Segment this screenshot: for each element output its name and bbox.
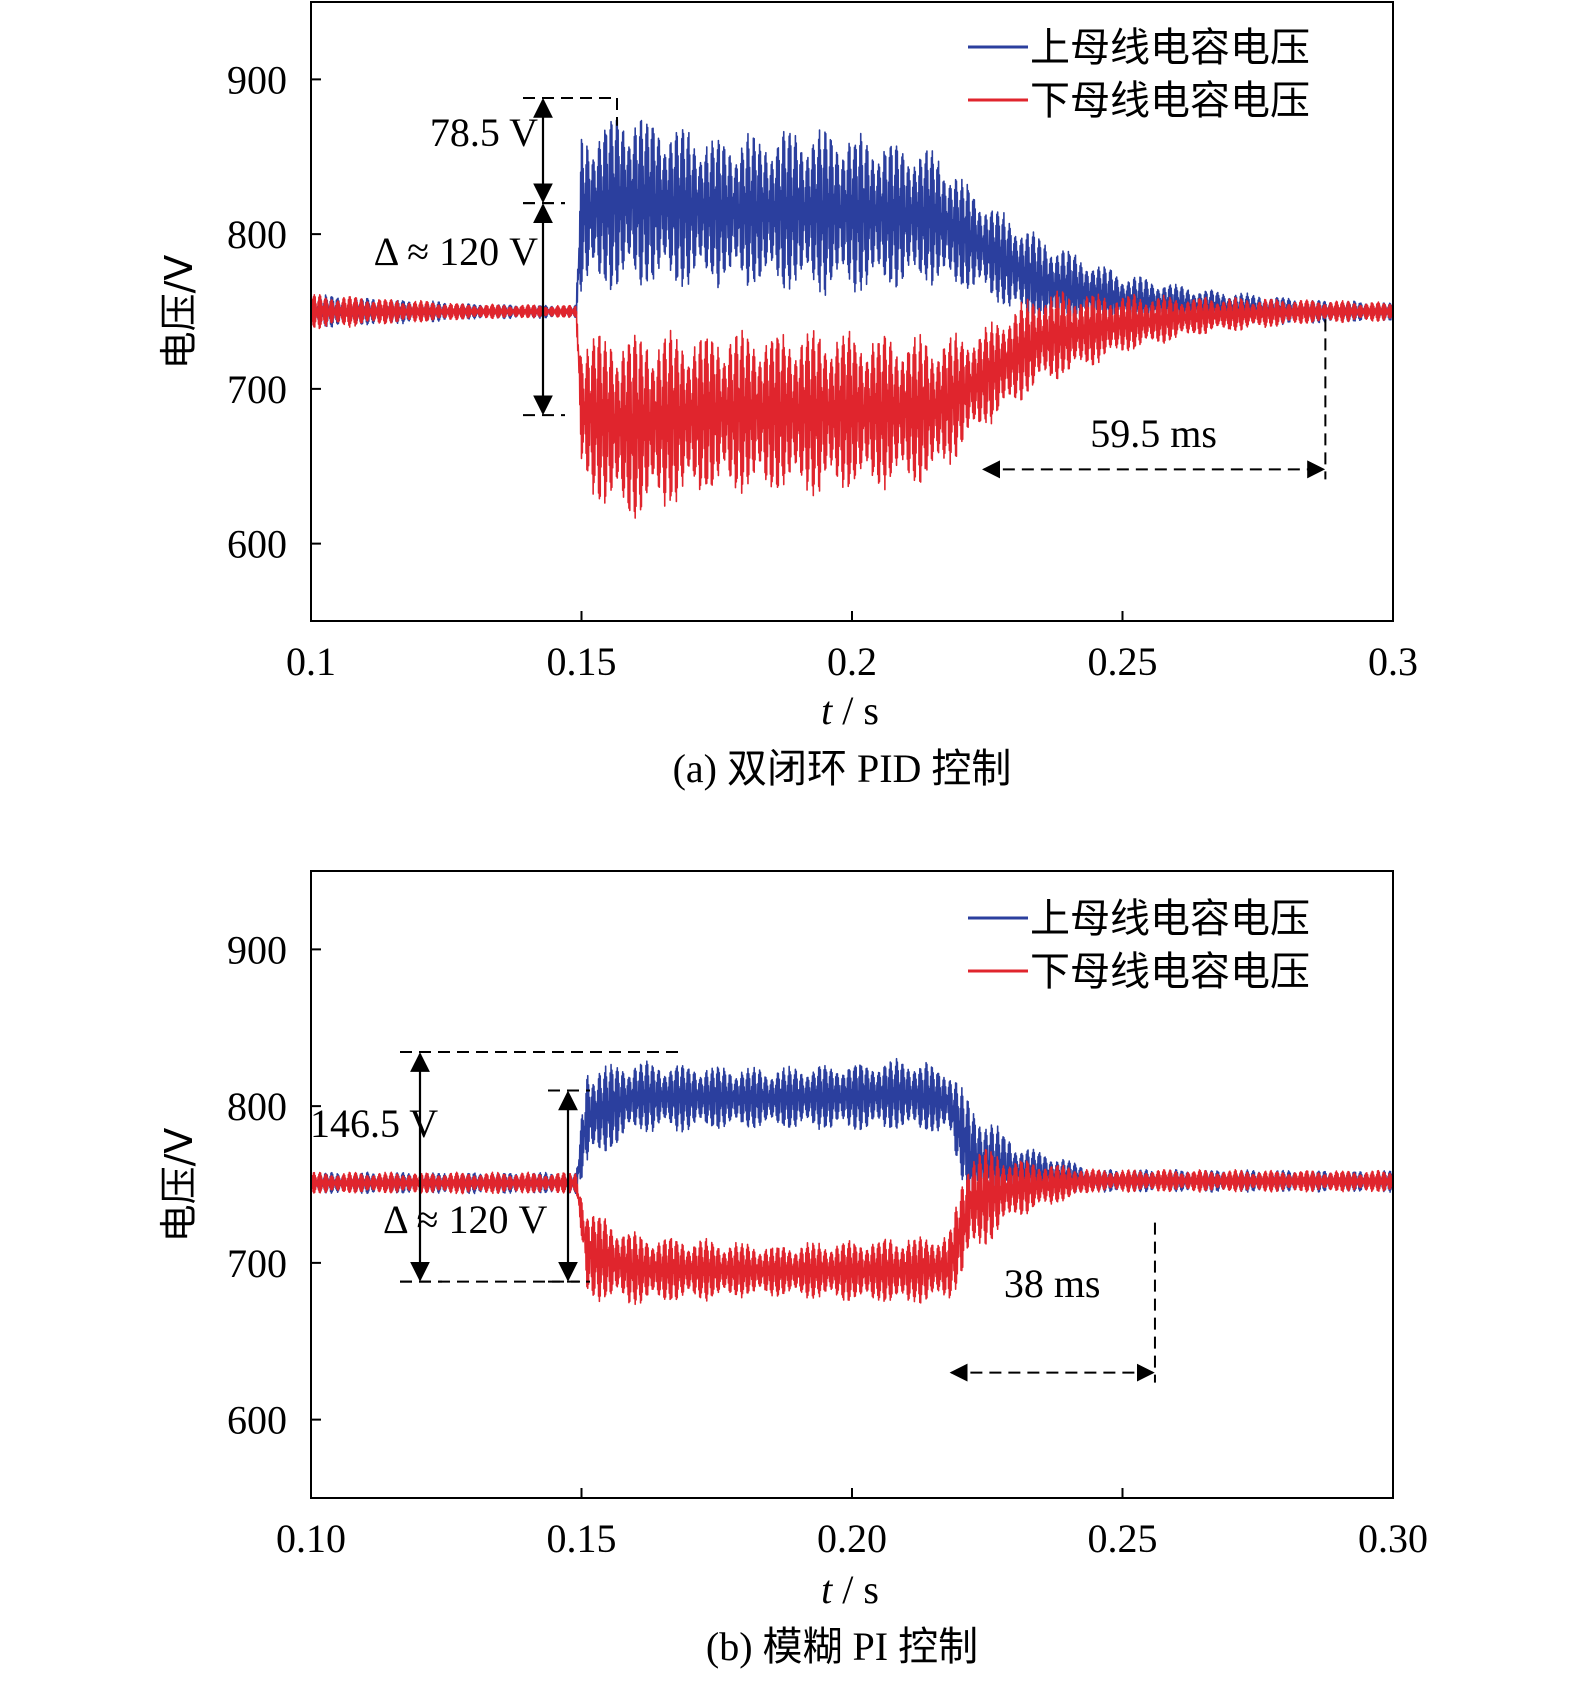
y-axis-label-b: 电压/V xyxy=(157,1128,201,1243)
caption-b: (b) 模糊 PI 控制 xyxy=(706,1624,978,1669)
x-axis-label-unit-a: / s xyxy=(832,688,879,733)
y-tick-label: 700 xyxy=(227,1241,287,1286)
x-tick-label: 0.25 xyxy=(1088,639,1158,684)
annotation-label: Δ ≈ 120 V xyxy=(383,1197,547,1242)
panel-a: 78.5 V Δ ≈ 120 V 59.5 ms 0.1 0.15 0.2 0.25 0.3… xyxy=(157,1,1418,791)
y-tick-label: 800 xyxy=(227,212,287,257)
series-line-lower xyxy=(310,1148,1394,1306)
x-tick-label: 0.20 xyxy=(817,1516,887,1561)
annotation-layer-a: 78.5 V Δ ≈ 120 V 59.5 ms xyxy=(374,96,1327,480)
series-layer-a xyxy=(310,119,1394,519)
series-layer-b xyxy=(310,1057,1394,1306)
legend-label: 下母线电容电压 xyxy=(1030,78,1310,124)
legend-label: 上母线电容电压 xyxy=(1030,25,1310,71)
y-tick-label: 900 xyxy=(227,927,287,972)
x-tick-label: 0.30 xyxy=(1358,1516,1428,1561)
y-tick-label: 700 xyxy=(227,367,287,412)
x-tick-label: 0.25 xyxy=(1088,1516,1158,1561)
y-tick-label: 900 xyxy=(227,57,287,102)
panel-b: 146.5 VΔ ≈ 120 V38 ms 0.10 0.15 0.20 0.25 0.… xyxy=(157,870,1428,1669)
legend-label: 下母线电容电压 xyxy=(1030,949,1310,995)
legend-label: 上母线电容电压 xyxy=(1030,896,1310,942)
annotation-label: 146.5 V xyxy=(310,1101,438,1146)
y-tick-label: 800 xyxy=(227,1084,287,1129)
ticks-layer-a: 0.1 0.15 0.2 0.25 0.3 600 700 800 900 xyxy=(227,57,1418,684)
annotation-layer-b: 146.5 V Δ ≈ 120 V 38 ms xyxy=(310,1051,1156,1383)
annotation-label: 78.5 V xyxy=(430,110,538,155)
x-axis-label-b: t / s xyxy=(821,1567,879,1612)
annotation-label: Δ ≈ 120 V xyxy=(374,229,538,274)
series-line-lower xyxy=(310,290,1394,519)
x-axis-label-unit-b: / s xyxy=(832,1567,879,1612)
annotation-label: 59.5 ms xyxy=(1090,411,1217,456)
ticks-layer-b: 0.10 0.15 0.20 0.25 0.30 600 700 800 900 xyxy=(227,927,1428,1561)
x-tick-label: 0.15 xyxy=(547,639,617,684)
x-tick-label: 0.3 xyxy=(1368,639,1418,684)
x-axis-label-a: t / s xyxy=(821,688,879,733)
y-tick-label: 600 xyxy=(227,1398,287,1443)
annotation-label: 38 ms xyxy=(1004,1261,1101,1306)
x-tick-label: 0.10 xyxy=(276,1516,346,1561)
caption-a: (a) 双闭环 PID 控制 xyxy=(673,746,1012,791)
x-tick-label: 0.1 xyxy=(286,639,336,684)
x-axis-label-italic-a: t xyxy=(821,688,833,733)
x-axis-label-italic-b: t xyxy=(821,1567,833,1612)
x-tick-label: 0.15 xyxy=(547,1516,617,1561)
y-tick-label: 600 xyxy=(227,522,287,567)
x-tick-label: 0.2 xyxy=(827,639,877,684)
y-axis-label-a: 电压/V xyxy=(157,255,201,370)
